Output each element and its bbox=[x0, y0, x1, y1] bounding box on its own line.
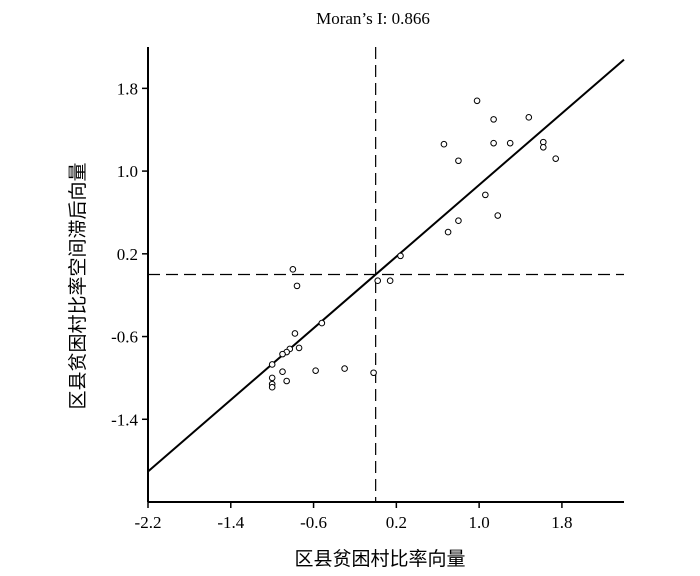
data-point bbox=[279, 350, 286, 358]
tick-labels: -2.2 -1.4 -0.6 0.2 1.0 1.8 -1.4 -0.6 0.2 1.0 1.8 bbox=[111, 79, 572, 532]
y-tick-label: 1.0 bbox=[117, 162, 138, 181]
reference-lines bbox=[148, 47, 624, 502]
data-point bbox=[370, 369, 377, 377]
y-tick-label: -0.6 bbox=[111, 328, 138, 347]
x-tick-label: 0.2 bbox=[386, 513, 407, 532]
regression-line bbox=[147, 58, 625, 473]
data-point bbox=[490, 139, 497, 147]
data-point bbox=[444, 228, 452, 236]
y-tick-label: 1.8 bbox=[117, 79, 138, 98]
data-point bbox=[386, 277, 394, 285]
x-tick-label: 1.0 bbox=[469, 513, 490, 532]
data-point bbox=[279, 368, 286, 376]
x-tick-label: -2.2 bbox=[135, 513, 162, 532]
data-point bbox=[268, 361, 276, 368]
scatter-points bbox=[268, 97, 560, 391]
data-point bbox=[293, 282, 301, 290]
y-axis-title: 区县贫困村比率空间滞后向量 bbox=[67, 162, 89, 409]
axes bbox=[142, 47, 624, 508]
data-point bbox=[490, 116, 497, 123]
data-point bbox=[268, 383, 276, 391]
data-point bbox=[494, 212, 502, 219]
data-point bbox=[312, 367, 319, 374]
data-point bbox=[552, 155, 560, 162]
data-point bbox=[268, 374, 276, 382]
data-point bbox=[473, 97, 481, 105]
data-point bbox=[295, 344, 303, 352]
data-point bbox=[506, 139, 514, 147]
x-tick-label: -0.6 bbox=[300, 513, 327, 532]
chart-title: Moran’s I: 0.866 bbox=[316, 9, 430, 28]
fit-line bbox=[147, 58, 625, 473]
data-point bbox=[525, 114, 533, 121]
data-point bbox=[341, 365, 348, 372]
data-point bbox=[291, 330, 299, 337]
data-point bbox=[289, 266, 297, 273]
data-point bbox=[397, 252, 404, 260]
data-point bbox=[374, 277, 382, 285]
x-axis-title: 区县贫困村比率向量 bbox=[294, 548, 465, 570]
y-tick-label: 0.2 bbox=[117, 245, 138, 264]
data-point bbox=[318, 319, 326, 327]
x-tick-label: 1.8 bbox=[551, 513, 572, 532]
data-point bbox=[455, 157, 462, 165]
data-point bbox=[440, 140, 448, 148]
data-point bbox=[455, 217, 462, 225]
y-tick-label: -1.4 bbox=[111, 410, 138, 429]
x-tick-label: -1.4 bbox=[217, 513, 244, 532]
data-point bbox=[283, 377, 290, 385]
data-point bbox=[482, 191, 489, 199]
data-point bbox=[539, 144, 547, 151]
